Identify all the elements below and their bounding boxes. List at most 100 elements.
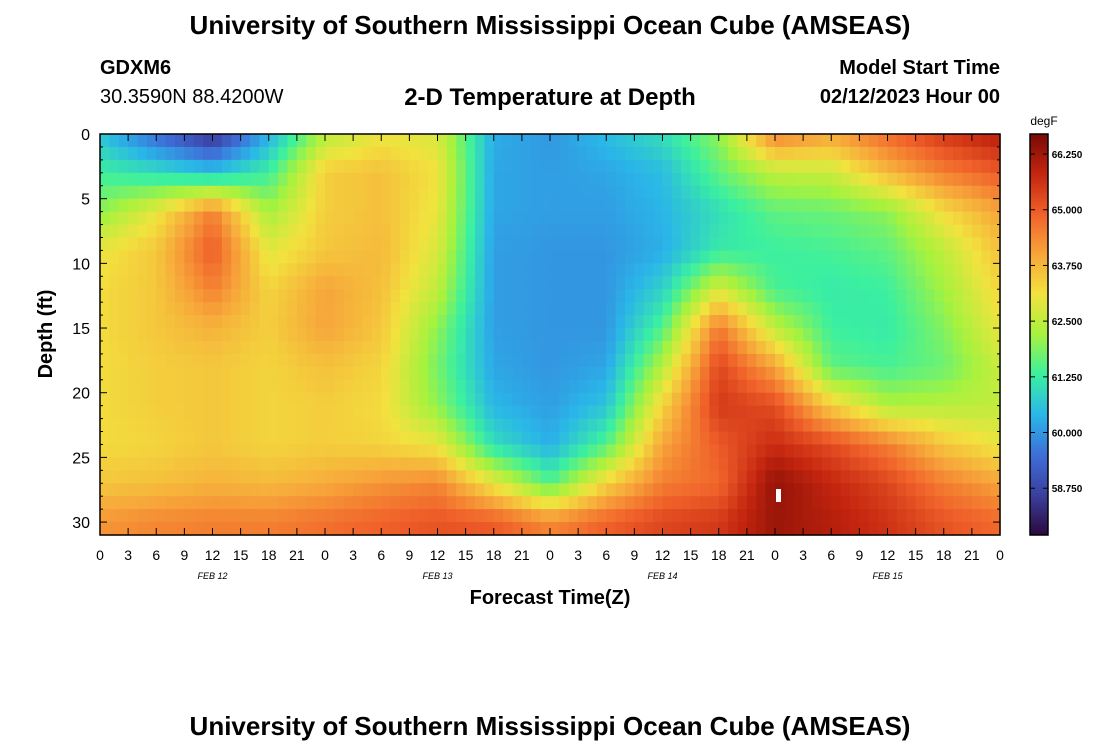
heatmap-cell: [437, 134, 448, 148]
heatmap-cell: [203, 224, 214, 239]
heatmap-cell: [550, 146, 560, 161]
heatmap-cell: [953, 302, 964, 316]
heatmap-cell: [981, 276, 992, 290]
heatmap-cell: [587, 392, 598, 407]
heatmap-cell: [971, 185, 982, 200]
heatmap-cell: [390, 496, 401, 510]
x-tick-label: 21: [514, 547, 530, 563]
heatmap-cell: [887, 392, 898, 407]
heatmap-cell: [531, 134, 542, 148]
heatmap-cell: [934, 340, 945, 355]
heatmap-cell: [728, 263, 739, 277]
heatmap-cell: [540, 444, 551, 458]
heatmap-cell: [428, 522, 439, 536]
colorbar-tick-label: 66.250: [1052, 150, 1083, 161]
heatmap-cell: [709, 315, 720, 329]
heatmap-cell: [915, 328, 926, 342]
heatmap-cell: [381, 353, 392, 368]
heatmap-cell: [128, 237, 139, 252]
heatmap-cell: [165, 353, 176, 368]
heatmap-cell: [221, 522, 232, 536]
heatmap-cell: [643, 276, 654, 290]
heatmap-cell: [231, 392, 242, 407]
heatmap-cell: [390, 134, 401, 148]
heatmap-cell: [803, 379, 814, 394]
heatmap-cell: [278, 483, 289, 497]
heatmap-cell: [540, 185, 551, 200]
heatmap-cell: [325, 315, 335, 329]
heatmap-cell: [784, 250, 795, 264]
heatmap-cell: [878, 224, 889, 239]
heatmap-cell: [934, 289, 945, 303]
heatmap-cell: [840, 405, 851, 420]
heatmap-cell: [381, 250, 392, 264]
heatmap-cell: [559, 418, 570, 433]
heatmap-cell: [409, 302, 420, 316]
heatmap-cell: [700, 418, 710, 433]
heatmap-cell: [334, 392, 345, 407]
heatmap-cell: [981, 263, 992, 277]
heatmap-cell: [418, 250, 429, 264]
heatmap-cell: [709, 405, 720, 420]
heatmap-cell: [962, 444, 973, 458]
heatmap-cell: [962, 146, 973, 161]
heatmap-cell: [456, 509, 467, 523]
heatmap-cell: [625, 470, 635, 484]
heatmap-cell: [475, 185, 485, 200]
heatmap-cell: [925, 366, 935, 381]
heatmap-cell: [268, 172, 279, 187]
heatmap-cell: [278, 340, 289, 355]
heatmap-cell: [868, 366, 879, 381]
heatmap-cell: [315, 198, 326, 213]
heatmap-cell: [531, 250, 542, 264]
heatmap-cell: [409, 483, 420, 497]
x-tick-label: 21: [739, 547, 755, 563]
heatmap-cell: [803, 340, 814, 355]
heatmap-cell: [915, 263, 926, 277]
heatmap-cell: [850, 289, 860, 303]
heatmap-cell: [634, 522, 645, 536]
heatmap-cell: [353, 198, 364, 213]
heatmap-cell: [446, 392, 457, 407]
heatmap-cell: [625, 211, 635, 226]
heatmap-cell: [821, 366, 832, 381]
heatmap-cell: [278, 146, 289, 161]
heatmap-cell: [887, 146, 898, 161]
heatmap-cell: [568, 457, 579, 471]
heatmap-cell: [606, 302, 617, 316]
heatmap-cell: [906, 444, 917, 458]
heatmap-cell: [737, 134, 748, 148]
heatmap-cell: [681, 211, 692, 226]
heatmap-cell: [146, 289, 157, 303]
heatmap-cell: [962, 237, 973, 252]
heatmap-cell: [456, 263, 467, 277]
heatmap-cell: [953, 276, 964, 290]
heatmap-cell: [709, 353, 720, 368]
heatmap-cell: [475, 263, 485, 277]
heatmap-cell: [962, 185, 973, 200]
heatmap-cell: [268, 457, 279, 471]
heatmap-cell: [484, 224, 495, 239]
heatmap-cell: [578, 496, 589, 510]
heatmap-cell: [334, 328, 345, 342]
heatmap-cell: [756, 224, 767, 239]
heatmap-cell: [493, 496, 504, 510]
heatmap-cell: [925, 302, 935, 316]
heatmap-cell: [756, 470, 767, 484]
heatmap-cell: [118, 198, 129, 213]
heatmap-cell: [278, 392, 289, 407]
heatmap-cell: [175, 444, 185, 458]
heatmap-cell: [540, 302, 551, 316]
heatmap-cell: [634, 328, 645, 342]
heatmap-cell: [662, 496, 673, 510]
heatmap-cell: [484, 159, 495, 174]
heatmap-cell: [465, 379, 476, 394]
x-tick-label: 3: [124, 547, 132, 563]
heatmap-cell: [981, 315, 992, 329]
heatmap-cell: [587, 496, 598, 510]
heatmap-cell: [109, 276, 120, 290]
heatmap-cell: [606, 496, 617, 510]
heatmap-cell: [643, 198, 654, 213]
heatmap-cell: [475, 353, 485, 368]
heatmap-cell: [306, 185, 317, 200]
